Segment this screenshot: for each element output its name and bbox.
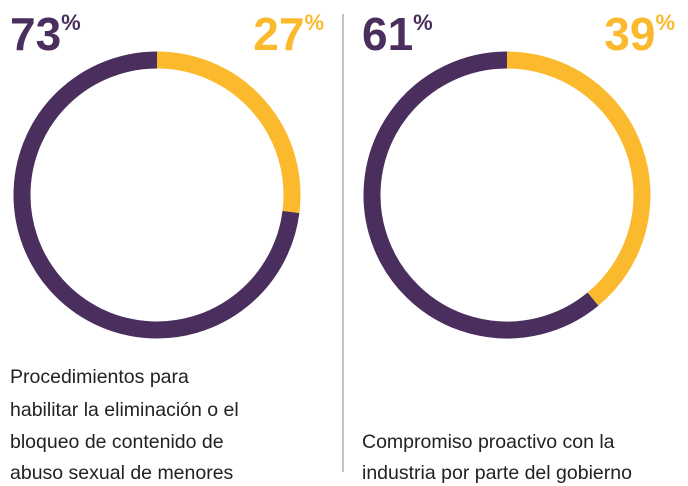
donut-segment <box>506 51 651 306</box>
percent-label: 61% <box>362 8 433 60</box>
percent-value: 73 <box>10 8 61 60</box>
percent-value: 61 <box>362 8 413 60</box>
percent-label: 27% <box>253 8 324 60</box>
percent-value: 39 <box>604 8 655 60</box>
percent-label: 73% <box>10 8 81 60</box>
percent-unit: % <box>304 10 324 35</box>
caption-line: habilitar la eliminación o el <box>10 399 239 421</box>
percent-unit: % <box>413 10 433 35</box>
caption-line: Compromiso proactivo con la <box>362 431 615 453</box>
percent-label: 39% <box>604 8 675 60</box>
donut-segment <box>156 51 301 213</box>
percent-unit: % <box>61 10 81 35</box>
caption-line: abuso sexual de menores <box>10 462 234 484</box>
caption-line: Procedimientos para <box>10 366 189 388</box>
donut-segment <box>363 51 599 339</box>
caption-line: industria por parte del gobierno <box>362 462 632 484</box>
percent-unit: % <box>655 10 675 35</box>
percent-value: 27 <box>253 8 304 60</box>
caption-line: bloqueo de contenido de <box>10 431 224 453</box>
donut-segment <box>13 51 300 339</box>
